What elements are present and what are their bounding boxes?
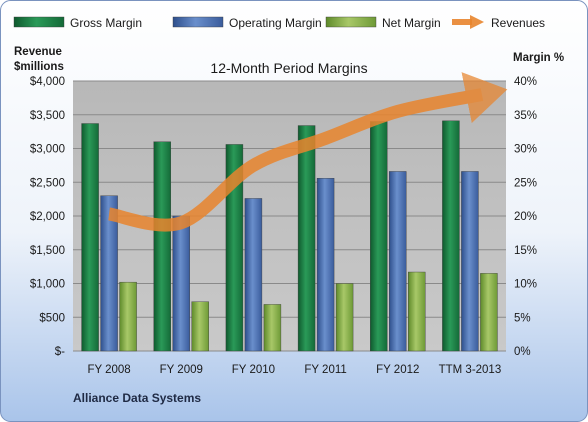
left-tick-label: $3,000 xyxy=(30,144,65,156)
left-tick-label: $- xyxy=(55,346,65,358)
right-tick-label: 15% xyxy=(514,245,537,257)
left-tick-label: $3,500 xyxy=(30,110,65,122)
right-tick-label: 0% xyxy=(514,346,531,358)
left-tick-label: $500 xyxy=(39,312,65,324)
revenue-series xyxy=(107,72,508,232)
gross-margin-bar xyxy=(225,144,244,352)
net-margin-bar xyxy=(119,281,137,352)
operating-margin-bar xyxy=(172,215,190,352)
left-tick-label: $2,500 xyxy=(30,177,65,189)
net-margin-bar xyxy=(335,283,354,352)
net-margin-bar xyxy=(408,271,426,352)
revenues-legend-label: Revenues xyxy=(491,16,545,30)
left-tick-label: $2,000 xyxy=(30,211,65,223)
category-label: TTM 3-2013 xyxy=(439,364,502,376)
operating-margin-bar xyxy=(244,198,263,352)
chart-title: 12-Month Period Margins xyxy=(210,60,367,76)
right-tick-label: 40% xyxy=(514,76,537,88)
gross-margin-bar xyxy=(297,125,316,352)
gross-margin-bar xyxy=(370,121,388,352)
right-tick-label: 5% xyxy=(514,312,531,324)
net-margin-bar xyxy=(263,304,282,352)
category-label: FY 2009 xyxy=(160,364,203,376)
net-margin-bar xyxy=(480,273,498,352)
left-tick-label: $1,000 xyxy=(30,279,65,291)
operating-margin-bar xyxy=(461,171,479,352)
gross-margin-legend-label: Gross Margin xyxy=(70,16,142,30)
category-label: FY 2011 xyxy=(304,364,346,376)
right-tick-label: 20% xyxy=(514,211,537,223)
gross-margin-bar xyxy=(153,141,171,352)
left-axis: $- $500 $1,000 $1,500 $2,000 $2,500 $3,000 $3,5… xyxy=(30,76,65,358)
operating-margin-legend-label: Operating Margin xyxy=(229,16,322,30)
revenues-line xyxy=(107,72,508,232)
left-axis-title-line1: Revenue xyxy=(14,46,62,58)
gross-margin-bar xyxy=(442,120,460,352)
left-tick-label: $4,000 xyxy=(30,76,65,88)
operating-margin-bar xyxy=(389,171,407,352)
operating-margin-legend-swatch xyxy=(172,16,224,28)
right-tick-label: 10% xyxy=(514,279,537,291)
left-tick-label: $1,500 xyxy=(30,245,65,257)
right-tick-label: 35% xyxy=(514,110,537,122)
revenues-legend-arrowhead xyxy=(470,15,484,29)
net-margin-legend-swatch xyxy=(325,16,377,28)
operating-margin-bar xyxy=(316,177,335,352)
bars xyxy=(81,120,498,352)
company-name: Alliance Data Systems xyxy=(73,391,201,405)
category-label: FY 2012 xyxy=(376,364,419,376)
net-margin-bar xyxy=(191,301,209,352)
category-label: FY 2008 xyxy=(87,364,130,376)
right-tick-label: 30% xyxy=(514,144,537,156)
legend: Gross Margin Operating Margin Net Margin Re… xyxy=(13,15,545,30)
right-axis: 0% 5% 10% 15% 20% 25% 30% 35% 40% xyxy=(514,76,537,358)
gross-margin-bar xyxy=(81,123,99,352)
net-margin-legend-label: Net Margin xyxy=(382,16,441,30)
right-axis-title: Margin % xyxy=(513,52,564,64)
left-axis-title-line2: $millions xyxy=(14,61,64,73)
operating-margin-bar xyxy=(100,195,118,352)
right-tick-label: 25% xyxy=(514,177,537,189)
category-labels: FY 2008 FY 2009 FY 2010 FY 2011 FY 2012 TTM 3… xyxy=(87,364,501,376)
category-label: FY 2010 xyxy=(232,364,275,376)
gross-margin-legend-swatch xyxy=(13,16,65,28)
